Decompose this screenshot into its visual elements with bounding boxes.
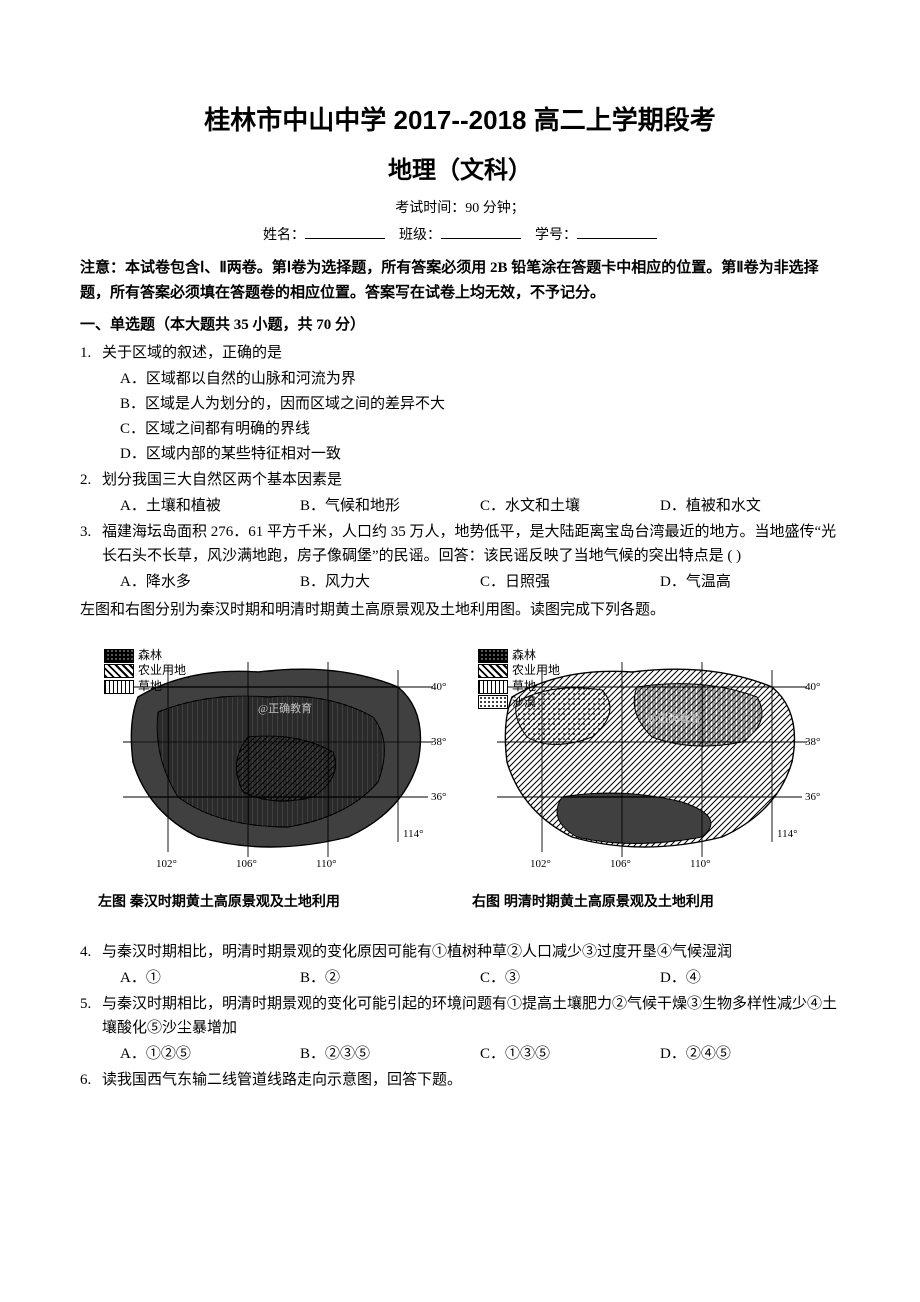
- svg-text:102°: 102°: [530, 858, 551, 870]
- svg-text:110°: 110°: [316, 858, 337, 870]
- q4-opt-a[interactable]: A．①: [120, 966, 300, 990]
- swatch-grass-icon: [104, 680, 134, 694]
- q3-opt-a[interactable]: A．降水多: [120, 570, 300, 594]
- question-4: 4. 与秦汉时期相比，明清时期景观的变化原因可能有①植树种草②人口减少③过度开垦…: [80, 940, 840, 964]
- legend-left-2: 草地: [138, 679, 162, 695]
- q1-number: 1.: [80, 341, 102, 365]
- q2-number: 2.: [80, 468, 102, 492]
- q4-opt-c[interactable]: C．③: [480, 966, 660, 990]
- caption-right: 右图 明清时期黄土高原景观及土地利用: [472, 890, 822, 912]
- class-label: 班级：: [399, 228, 441, 243]
- q2-stem: 划分我国三大自然区两个基本因素是: [102, 468, 840, 492]
- section1-heading: 一、单选题（本大题共 35 小题，共 70 分）: [80, 313, 840, 337]
- figure-right: 森林 农业用地 草地 沙漠: [472, 642, 822, 872]
- q3-opt-c[interactable]: C．日照强: [480, 570, 660, 594]
- question-2: 2. 划分我国三大自然区两个基本因素是: [80, 468, 840, 492]
- q5-number: 5.: [80, 992, 102, 1040]
- svg-text:40°: 40°: [431, 681, 446, 693]
- q1-opt-a[interactable]: A．区域都以自然的山脉和河流为界: [120, 367, 840, 391]
- name-blank[interactable]: [305, 224, 385, 239]
- q3-opt-b[interactable]: B．风力大: [300, 570, 480, 594]
- q5-opt-a[interactable]: A．①②⑤: [120, 1042, 300, 1066]
- figure-pair: 森林 农业用地 草地: [80, 642, 840, 872]
- q5-options: A．①②⑤ B．②③⑤ C．①③⑤ D．②④⑤: [120, 1042, 840, 1066]
- legend-right-0: 森林: [512, 648, 536, 664]
- svg-text:102°: 102°: [156, 858, 177, 870]
- question-3: 3. 福建海坛岛面积 276．61 平方千米，人口约 35 万人，地势低平，是大…: [80, 520, 840, 568]
- student-fields: 姓名： 班级： 学号：: [80, 224, 840, 247]
- svg-text:106°: 106°: [610, 858, 631, 870]
- q3-number: 3.: [80, 520, 102, 568]
- q5-stem: 与秦汉时期相比，明清时期景观的变化可能引起的环境问题有①提高土壤肥力②气候干燥③…: [102, 992, 840, 1040]
- q1-opt-d[interactable]: D．区域内部的某些特征相对一致: [120, 442, 840, 466]
- swatch-forest-icon: [104, 649, 134, 663]
- q1-opt-c[interactable]: C．区域之间都有明确的界线: [120, 417, 840, 441]
- svg-text:114°: 114°: [403, 828, 424, 840]
- legend-right-2: 草地: [512, 679, 536, 695]
- figure-left: 森林 农业用地 草地: [98, 642, 448, 872]
- q2-opt-d[interactable]: D．植被和水文: [660, 494, 840, 518]
- q2-opt-c[interactable]: C．水文和土壤: [480, 494, 660, 518]
- q2-opt-b[interactable]: B．气候和地形: [300, 494, 480, 518]
- q2-opt-a[interactable]: A．土壤和植被: [120, 494, 300, 518]
- swatch-farm-icon: [478, 664, 508, 678]
- watermark-left: @正确教育: [258, 701, 312, 715]
- q4-opt-d[interactable]: D．④: [660, 966, 840, 990]
- q3-options: A．降水多 B．风力大 C．日照强 D．气温高: [120, 570, 840, 594]
- legend-left-1: 农业用地: [138, 663, 186, 679]
- swatch-forest-icon: [478, 649, 508, 663]
- q6-stem: 读我国西气东输二线管道线路走向示意图，回答下题。: [102, 1068, 840, 1092]
- svg-text:106°: 106°: [236, 858, 257, 870]
- question-5: 5. 与秦汉时期相比，明清时期景观的变化可能引起的环境问题有①提高土壤肥力②气候…: [80, 992, 840, 1040]
- svg-text:36°: 36°: [805, 791, 820, 803]
- name-label: 姓名：: [263, 228, 305, 243]
- q3-stem: 福建海坛岛面积 276．61 平方千米，人口约 35 万人，地势低平，是大陆距离…: [102, 520, 840, 568]
- title-main: 桂林市中山中学 2017--2018 高二上学期段考: [80, 100, 840, 142]
- class-blank[interactable]: [441, 224, 521, 239]
- svg-text:114°: 114°: [777, 828, 798, 840]
- id-blank[interactable]: [577, 224, 657, 239]
- swatch-grass-icon: [478, 680, 508, 694]
- legend-right-1: 农业用地: [512, 663, 560, 679]
- watermark-right: @正确教育: [647, 711, 701, 725]
- title-sub: 地理（文科）: [80, 152, 840, 190]
- svg-text:36°: 36°: [431, 791, 446, 803]
- q1-options: A．区域都以自然的山脉和河流为界 B．区域是人为划分的，因而区域之间的差异不大 …: [120, 367, 840, 466]
- q2-options: A．土壤和植被 B．气候和地形 C．水文和土壤 D．植被和水文: [120, 494, 840, 518]
- map-right: 森林 农业用地 草地 沙漠: [472, 642, 822, 872]
- question-1: 1. 关于区域的叙述，正确的是: [80, 341, 840, 365]
- q6-number: 6.: [80, 1068, 102, 1092]
- q3-opt-d[interactable]: D．气温高: [660, 570, 840, 594]
- caption-left: 左图 秦汉时期黄土高原景观及土地利用: [98, 890, 448, 912]
- q4-stem: 与秦汉时期相比，明清时期景观的变化原因可能有①植树种草②人口减少③过度开垦④气候…: [102, 940, 840, 964]
- swatch-farm-icon: [104, 664, 134, 678]
- legend-right-3: 沙漠: [512, 695, 536, 711]
- notice-text: 注意：本试卷包含Ⅰ、Ⅱ两卷。第Ⅰ卷为选择题，所有答案必须用 2B 铅笔涂在答题卡…: [80, 256, 840, 307]
- legend-left-0: 森林: [138, 648, 162, 664]
- legend-right: 森林 农业用地 草地 沙漠: [478, 648, 560, 710]
- question-6: 6. 读我国西气东输二线管道线路走向示意图，回答下题。: [80, 1068, 840, 1092]
- svg-text:110°: 110°: [690, 858, 711, 870]
- maps-intro: 左图和右图分别为秦汉时期和明清时期黄土高原景观及土地利用图。读图完成下列各题。: [80, 598, 840, 622]
- exam-time: 考试时间：90 分钟；: [80, 198, 840, 220]
- q5-opt-c[interactable]: C．①③⑤: [480, 1042, 660, 1066]
- q5-opt-b[interactable]: B．②③⑤: [300, 1042, 480, 1066]
- q1-opt-b[interactable]: B．区域是人为划分的，因而区域之间的差异不大: [120, 392, 840, 416]
- q4-options: A．① B．② C．③ D．④: [120, 966, 840, 990]
- q4-number: 4.: [80, 940, 102, 964]
- q5-opt-d[interactable]: D．②④⑤: [660, 1042, 840, 1066]
- swatch-desert-icon: [478, 695, 508, 709]
- q4-opt-b[interactable]: B．②: [300, 966, 480, 990]
- figure-captions: 左图 秦汉时期黄土高原景观及土地利用 右图 明清时期黄土高原景观及土地利用: [80, 880, 840, 912]
- legend-left: 森林 农业用地 草地: [104, 648, 186, 695]
- svg-text:38°: 38°: [805, 736, 820, 748]
- svg-text:38°: 38°: [431, 736, 446, 748]
- id-label: 学号：: [535, 228, 577, 243]
- svg-text:40°: 40°: [805, 681, 820, 693]
- q1-stem: 关于区域的叙述，正确的是: [102, 341, 840, 365]
- map-left: 森林 农业用地 草地: [98, 642, 448, 872]
